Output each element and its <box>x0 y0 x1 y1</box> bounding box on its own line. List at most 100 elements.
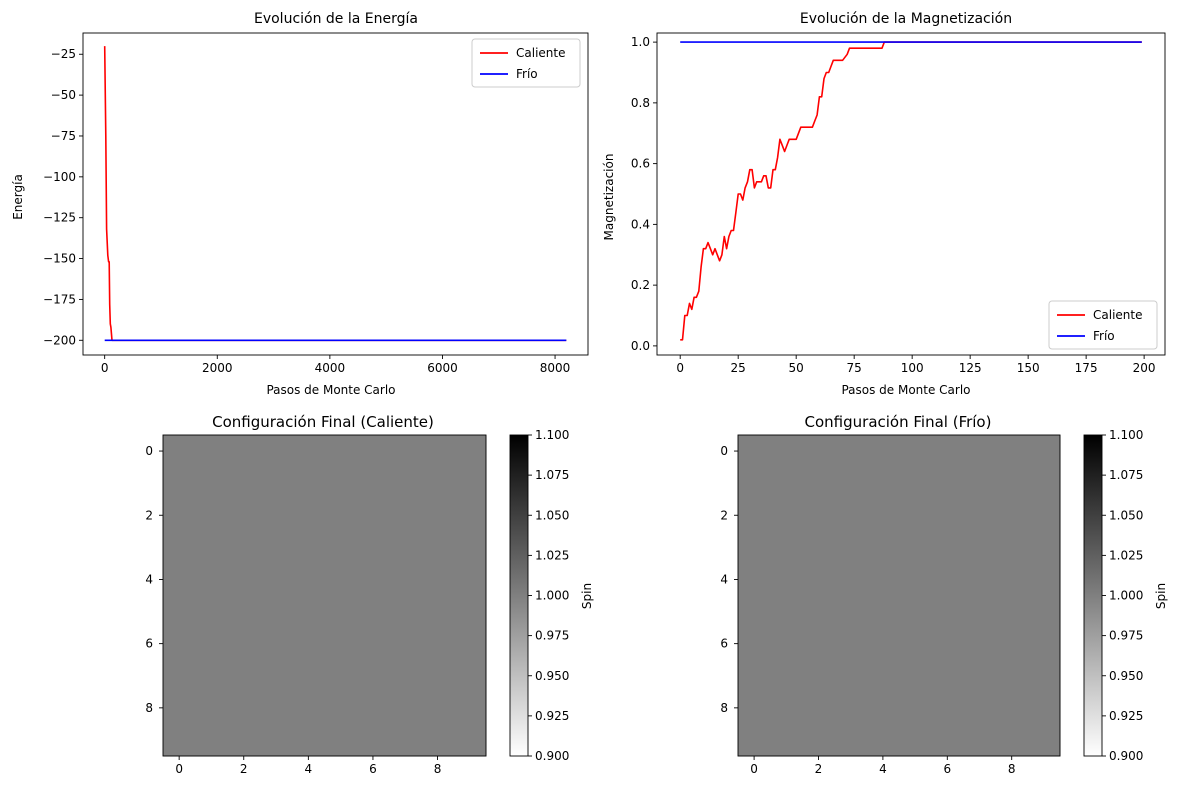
spin-cell <box>227 499 261 532</box>
y-tick-label: 4 <box>720 572 728 586</box>
spin-cell <box>995 499 1029 532</box>
spin-cell <box>195 659 229 693</box>
y-tick-label: 8 <box>720 701 728 715</box>
spin-cell <box>1027 595 1061 629</box>
spin-cell <box>963 627 997 661</box>
x-tick-label: 6 <box>369 762 377 776</box>
magnetization-y-axis-label: Magnetización <box>602 154 616 241</box>
spin-cell <box>770 659 803 693</box>
spin-cell <box>324 467 358 500</box>
x-tick-label: 6 <box>943 762 951 776</box>
heatmap-frame <box>737 434 1061 757</box>
spin-cell <box>292 627 325 661</box>
spin-cell <box>389 691 422 725</box>
spin-cell <box>421 723 455 757</box>
spin-cell <box>356 531 390 564</box>
spin-cell <box>995 435 1029 468</box>
spin-cell <box>421 659 455 693</box>
y-tick-label: −150 <box>43 252 76 266</box>
x-tick-label: 75 <box>847 361 862 375</box>
spin-cell <box>453 627 487 661</box>
x-tick-label: 2000 <box>202 361 233 375</box>
spin-cell <box>899 691 932 725</box>
spin-cell <box>834 499 868 532</box>
hot-config-heatmap: Configuración Final (Caliente) Spin 0 2 4 6… <box>145 413 594 776</box>
spin-cell <box>324 499 358 532</box>
spin-cell <box>738 627 771 661</box>
colorbar-tick-label: 0.900 <box>1109 749 1143 763</box>
spin-cell <box>195 467 229 500</box>
spin-cell <box>770 691 803 725</box>
spin-cell <box>963 659 997 693</box>
x-tick-label: 4000 <box>315 361 346 375</box>
spin-cell <box>931 627 964 661</box>
spin-cell <box>259 595 293 629</box>
spin-cell <box>802 467 836 500</box>
spin-cell <box>770 627 803 661</box>
spin-cell <box>259 627 293 661</box>
spin-cell <box>292 659 325 693</box>
spin-cell <box>866 435 900 468</box>
energy-x-axis-label: Pasos de Monte Carlo <box>266 383 395 397</box>
spin-cell <box>770 595 803 629</box>
spin-cell <box>259 435 293 468</box>
spin-cell <box>899 563 932 596</box>
colorbar-tick-label: 1.000 <box>1109 589 1143 603</box>
spin-cell <box>163 723 196 757</box>
spin-cell <box>1027 467 1061 500</box>
hot-config-title: Configuración Final (Caliente) <box>212 413 434 431</box>
colorbar <box>509 434 529 757</box>
spin-cell <box>995 563 1029 596</box>
x-tick-label: 150 <box>1017 361 1040 375</box>
colorbar-tick-label: 1.100 <box>535 428 569 442</box>
spin-cell <box>227 595 261 629</box>
spin-cell <box>963 691 997 725</box>
spin-cell <box>356 595 390 629</box>
spin-cell <box>453 723 487 757</box>
spin-cell <box>834 691 868 725</box>
x-tick-label: 0 <box>101 361 109 375</box>
spin-cell <box>866 723 900 757</box>
spin-cell <box>931 531 964 564</box>
colorbar-tick-label: 1.050 <box>535 508 569 522</box>
x-tick-label: 50 <box>789 361 804 375</box>
spin-cell <box>866 499 900 532</box>
spin-cell <box>163 595 196 629</box>
spin-cell <box>899 531 932 564</box>
spin-cell <box>738 691 771 725</box>
colorbar <box>1083 434 1103 757</box>
spin-cell <box>195 627 229 661</box>
spin-cell <box>770 467 803 500</box>
spin-cell <box>834 627 868 661</box>
x-tick-label: 100 <box>901 361 924 375</box>
spin-cell <box>259 467 293 500</box>
spin-cell <box>292 531 325 564</box>
spin-cell <box>324 691 358 725</box>
x-tick-label: 0 <box>175 762 183 776</box>
x-tick-label: 2 <box>815 762 823 776</box>
legend-label: Caliente <box>516 46 565 60</box>
spin-cell <box>163 563 196 596</box>
legend: Caliente Frío <box>1048 300 1158 350</box>
y-tick-label: 0.8 <box>631 96 650 110</box>
spin-cell <box>931 659 964 693</box>
y-tick-label: −175 <box>43 292 76 306</box>
spin-cell <box>453 691 487 725</box>
spin-cell <box>802 595 836 629</box>
spin-cell <box>931 499 964 532</box>
energy-y-axis-label: Energía <box>11 174 25 220</box>
legend-label: Frío <box>516 67 538 81</box>
spin-cell <box>738 563 771 596</box>
y-tick-label: 4 <box>145 572 153 586</box>
x-tick-label: 2 <box>240 762 248 776</box>
spin-cell <box>834 659 868 693</box>
spin-cell <box>292 499 325 532</box>
spin-cell <box>324 723 358 757</box>
hot-colorbar-label: Spin <box>580 583 594 609</box>
spin-cell <box>389 627 422 661</box>
spin-cell <box>163 659 196 693</box>
y-tick-label: 0 <box>720 444 728 458</box>
magnetization-chart-title: Evolución de la Magnetización <box>800 11 1012 27</box>
spin-cell <box>389 659 422 693</box>
colorbar-tick-label: 1.025 <box>535 548 569 562</box>
